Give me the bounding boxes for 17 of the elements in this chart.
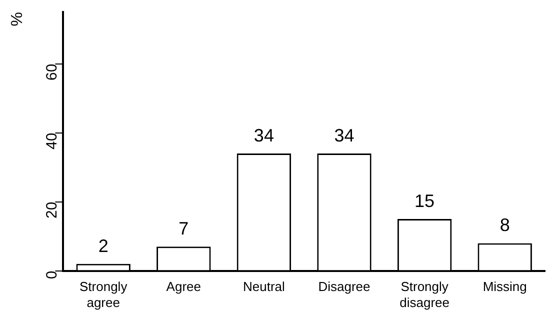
y-tick-label: 20 — [43, 202, 60, 218]
x-tick-label: Missing — [482, 279, 527, 294]
y-axis-title: % — [9, 12, 26, 26]
data-label: 34 — [334, 125, 354, 146]
data-label: 15 — [414, 191, 435, 212]
data-label: 2 — [98, 236, 108, 256]
x-tick-label: Neutral — [242, 279, 286, 294]
data-label: 34 — [254, 125, 274, 146]
x-tick-label: Strongly agree — [80, 279, 128, 310]
y-tick-label: 0 — [43, 270, 60, 280]
data-label: 8 — [500, 215, 510, 236]
x-tick-label: Strongly disagree — [400, 279, 450, 310]
data-label: 7 — [178, 218, 189, 239]
x-tick-label: Agree — [166, 279, 201, 294]
x-tick-label: Disagree — [318, 279, 370, 294]
y-tick-label: 60 — [43, 64, 60, 80]
y-tick-label: 40 — [43, 132, 60, 150]
